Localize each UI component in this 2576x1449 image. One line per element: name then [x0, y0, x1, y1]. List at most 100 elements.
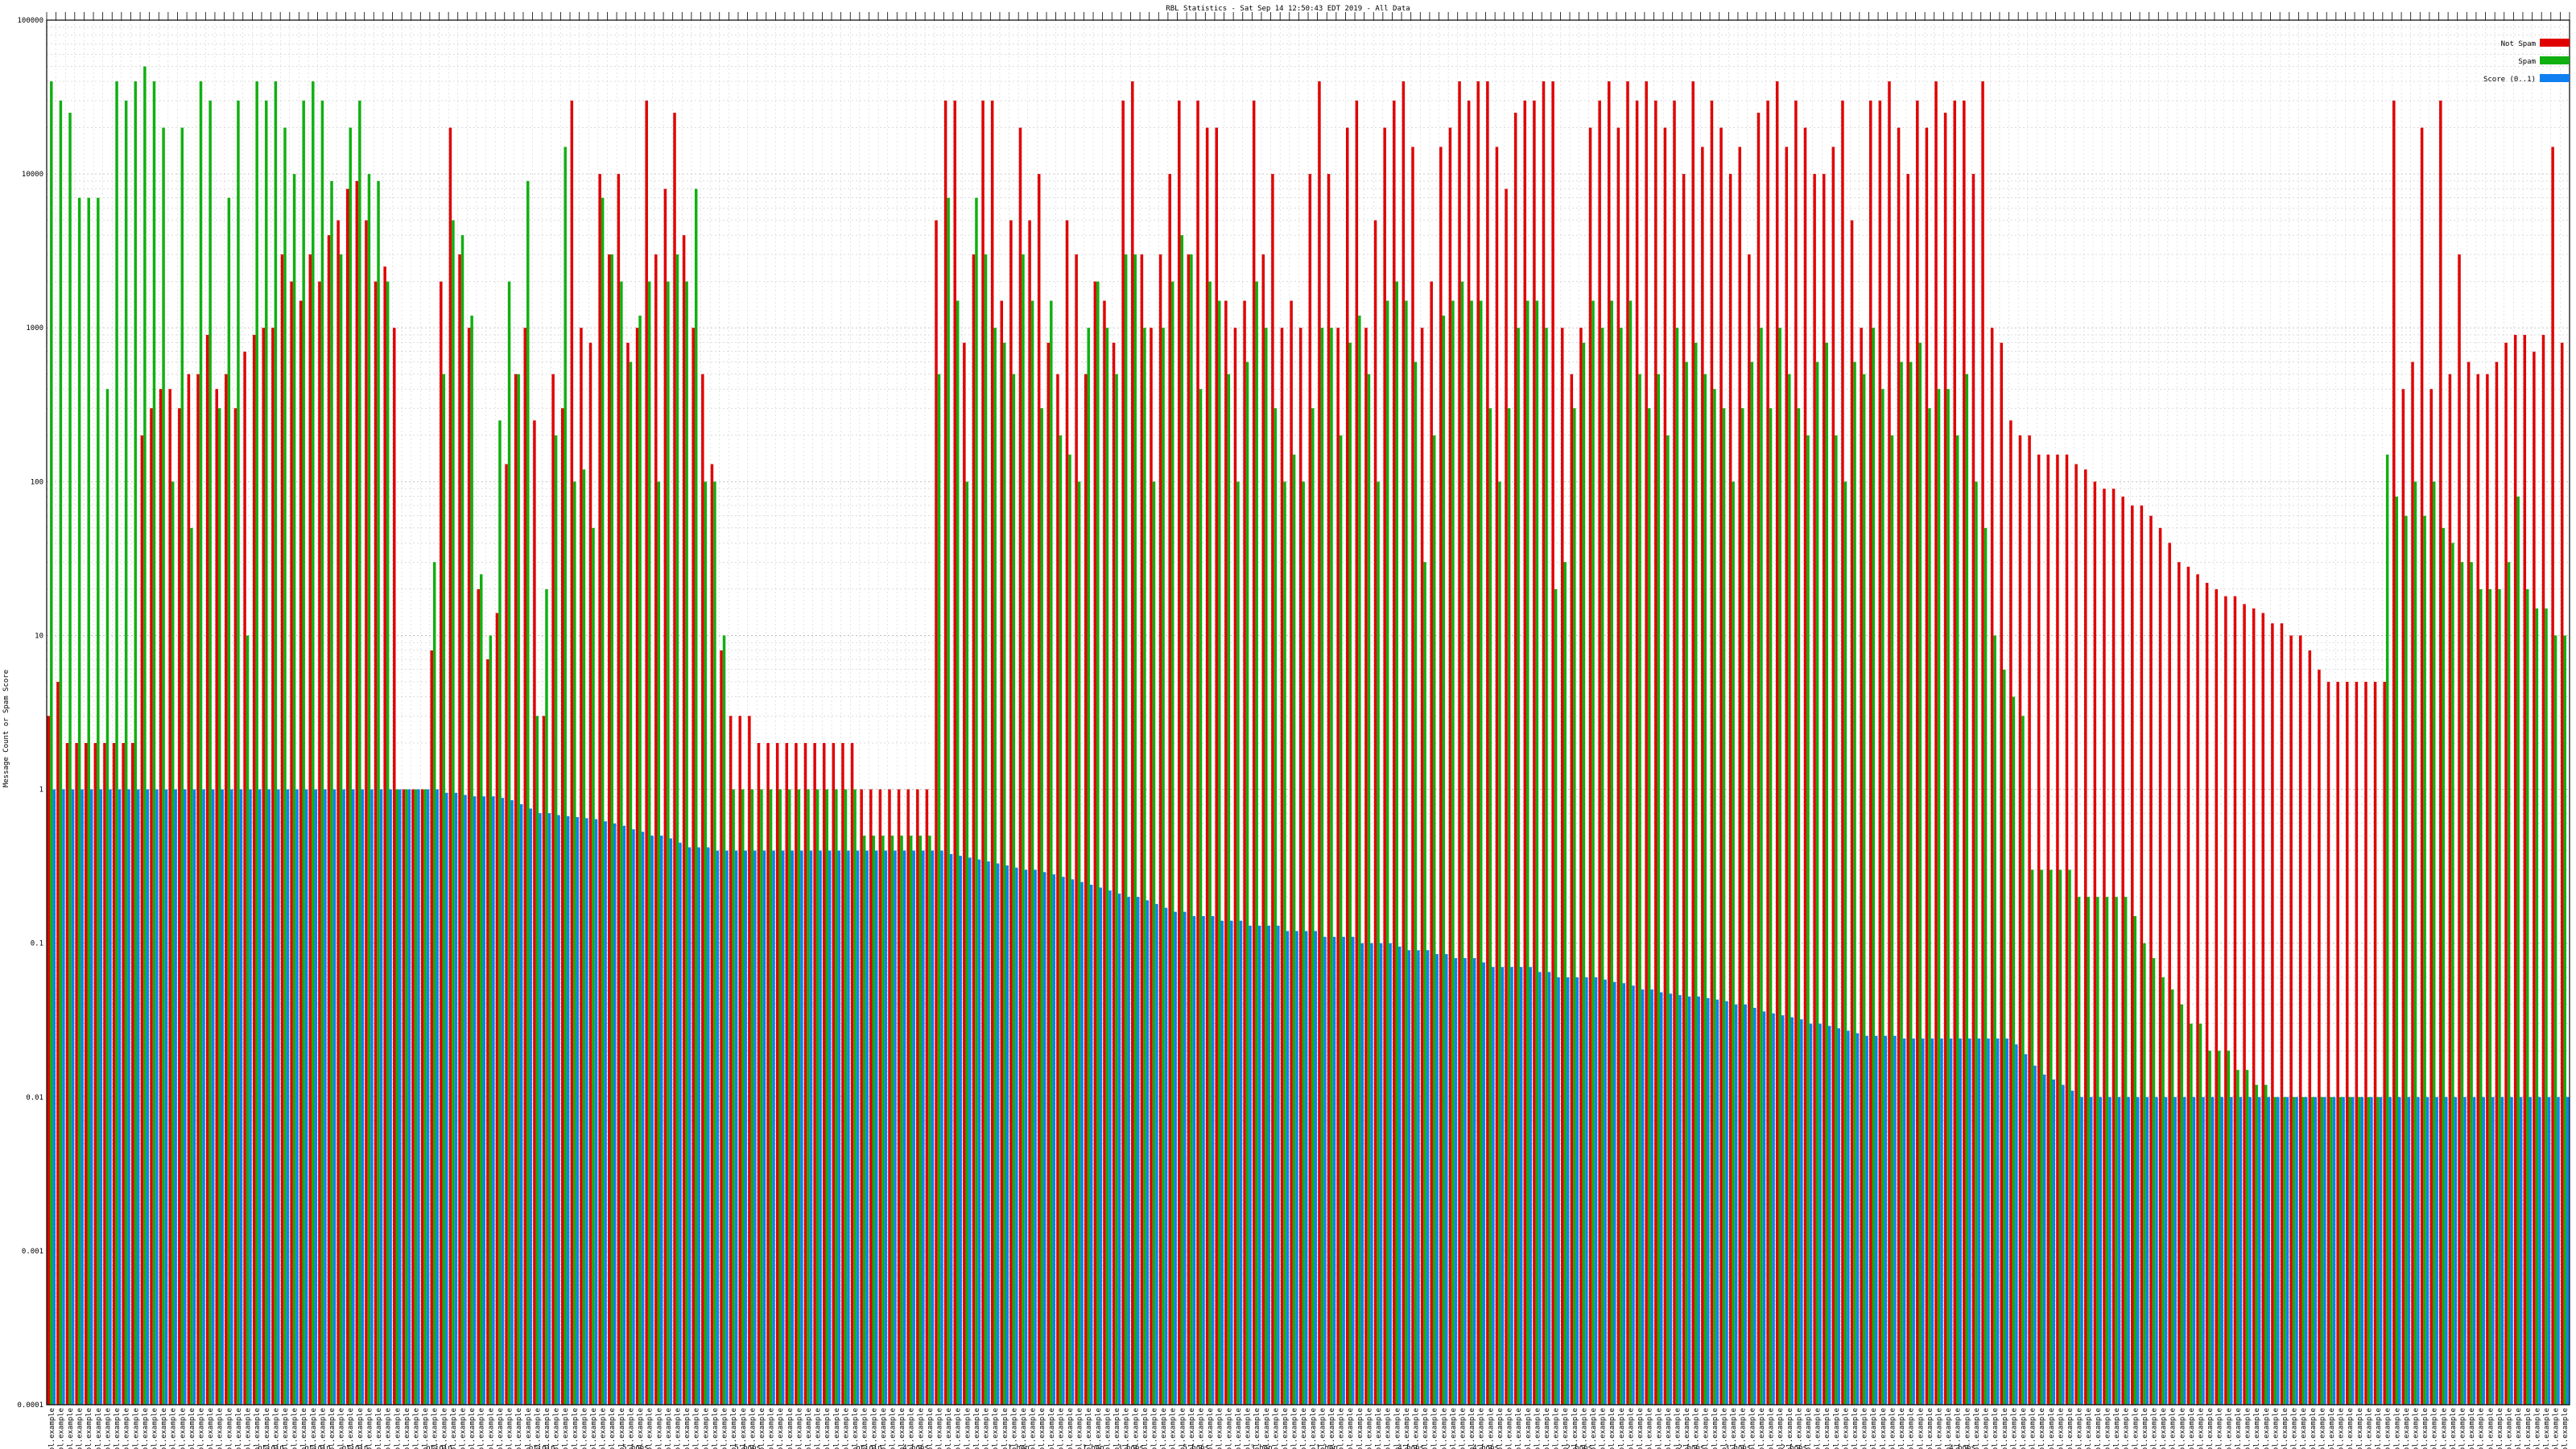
bar-score — [1762, 1011, 1766, 1405]
bar-spam — [1563, 562, 1567, 1406]
x-tick-label: rbl.example — [1805, 1408, 1813, 1449]
x-tick-label: rbl.example — [2450, 1408, 2458, 1449]
bar-spam — [489, 635, 493, 1405]
bar-not-spam — [953, 100, 956, 1405]
x-tick-label: rbl.example — [1777, 1408, 1785, 1449]
bar-score — [1146, 900, 1150, 1405]
x-tick-label: rbl.example — [992, 1408, 1000, 1449]
x-tick-label: rbl.example — [1525, 1408, 1533, 1449]
bar-not-spam — [1971, 174, 1975, 1406]
x-tick-label: rbl.example — [2253, 1408, 2261, 1449]
bar-spam — [1582, 342, 1586, 1405]
bar-score — [80, 789, 84, 1405]
x-tick-label: rbl.example — [394, 1408, 402, 1449]
bar-spam — [470, 316, 473, 1405]
bar-spam — [77, 197, 81, 1405]
bar-score — [155, 789, 159, 1405]
y-tick-label: 10 — [35, 632, 43, 640]
bar-score — [2425, 1096, 2429, 1405]
bar-score — [2089, 1096, 2093, 1405]
x-group-label: origin — [529, 1444, 555, 1449]
x-group-label: 2 hops — [1566, 1444, 1592, 1449]
x-tick-label: rbl.example — [2169, 1408, 2178, 1449]
bar-not-spam — [2252, 608, 2256, 1405]
bar-spam — [87, 197, 90, 1405]
bar-score — [1295, 931, 1298, 1405]
bar-score — [828, 850, 832, 1405]
bar-spam — [1423, 562, 1426, 1406]
bar-not-spam — [580, 328, 583, 1406]
bar-spam — [1367, 374, 1371, 1405]
bar-score — [1519, 967, 1523, 1405]
x-tick-label: rbl.example — [1748, 1408, 1757, 1449]
bar-spam — [1311, 408, 1315, 1405]
x-tick-label: rbl.example — [2403, 1408, 2411, 1449]
bar-spam — [1432, 435, 1436, 1405]
bar-not-spam — [225, 374, 228, 1405]
x-tick-label: rbl.example — [562, 1408, 570, 1449]
bar-not-spam — [803, 743, 807, 1405]
x-tick-label: rbl.example — [1496, 1408, 1505, 1449]
bar-not-spam — [701, 374, 704, 1405]
bar-not-spam — [663, 188, 667, 1405]
bar-spam — [1414, 361, 1418, 1405]
x-tick-label: rbl.example — [1282, 1408, 1290, 1449]
x-tick-label: rbl.example — [2562, 1408, 2570, 1449]
x-tick-label: rbl.example — [1338, 1408, 1346, 1449]
bar-score — [1379, 943, 1383, 1405]
bar-not-spam — [645, 100, 648, 1405]
x-group-label: 5 hops — [1183, 1444, 1209, 1449]
x-tick-label: rbl.example — [1637, 1408, 1645, 1449]
bar-spam — [1526, 300, 1530, 1405]
bar-spam — [1236, 481, 1240, 1406]
bar-score — [192, 789, 196, 1405]
x-tick-label: rbl.example — [1730, 1408, 1738, 1449]
bar-spam — [2470, 562, 2473, 1406]
bar-score — [1314, 931, 1318, 1405]
bar-not-spam — [2308, 650, 2312, 1405]
bar-spam — [1479, 300, 1483, 1405]
x-group-label: origin — [856, 1444, 882, 1449]
x-tick-label: rbl.example — [861, 1408, 869, 1449]
bar-score — [1108, 890, 1112, 1405]
bar-not-spam — [2326, 681, 2330, 1405]
bar-not-spam — [56, 681, 60, 1405]
bar-score — [594, 819, 598, 1405]
bar-score — [2052, 1080, 2056, 1405]
bar-not-spam — [1710, 100, 1714, 1405]
x-tick-label: rbl.example — [2431, 1408, 2439, 1449]
bar-score — [2127, 1096, 2130, 1405]
bar-score — [2239, 1096, 2243, 1405]
bar-score — [1463, 958, 1467, 1405]
bar-not-spam — [897, 789, 901, 1405]
bar-score — [304, 789, 308, 1405]
x-tick-label: rbl.example — [347, 1408, 355, 1449]
bar-score — [202, 789, 205, 1405]
x-tick-label: rbl.example — [1562, 1408, 1570, 1449]
x-tick-label: rbl.example — [2113, 1408, 2121, 1449]
bar-score — [2472, 1096, 2476, 1405]
bar-spam — [1395, 281, 1399, 1406]
bar-score — [174, 789, 177, 1405]
x-tick-label: rbl.example — [1870, 1408, 1878, 1449]
x-tick-label: rbl.example — [85, 1408, 93, 1449]
x-tick-label: rbl.example — [1963, 1408, 1971, 1449]
bar-not-spam — [2112, 489, 2116, 1405]
x-tick-label: rbl.example — [263, 1408, 271, 1449]
bar-score — [912, 850, 915, 1405]
bar-spam — [1853, 361, 1856, 1405]
x-tick-label: rbl.example — [805, 1408, 813, 1449]
bar-not-spam — [495, 613, 499, 1405]
bar-not-spam — [1355, 100, 1359, 1405]
x-tick-label: rbl.example — [973, 1408, 981, 1449]
x-tick-label: rbl.example — [2468, 1408, 2476, 1449]
x-tick-label: rbl.example — [1010, 1408, 1018, 1449]
x-tick-label: rbl.example — [665, 1408, 673, 1449]
bar-score — [164, 789, 168, 1405]
bar-score — [613, 823, 617, 1405]
bar-not-spam — [1757, 113, 1761, 1406]
bar-spam — [704, 481, 708, 1406]
x-tick-label: rbl.example — [1235, 1408, 1243, 1449]
x-tick-label: rbl.example — [1263, 1408, 1271, 1449]
x-tick-label: rbl.example — [1132, 1408, 1140, 1449]
